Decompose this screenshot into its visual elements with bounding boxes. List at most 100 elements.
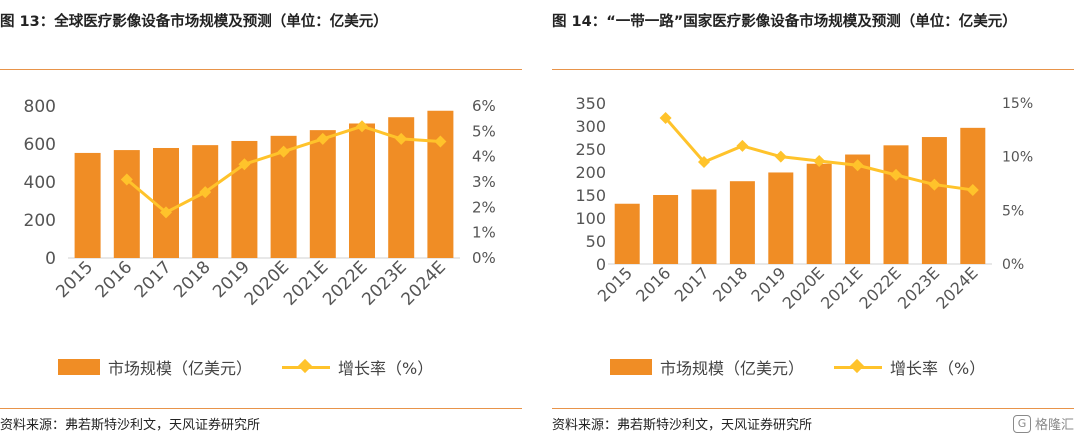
growth-rate-point [160, 206, 172, 219]
bar [349, 123, 375, 258]
x-tick-label: 2023E [894, 263, 943, 312]
x-tick-label: 2024E [398, 257, 450, 309]
bar [921, 137, 947, 264]
growth-rate-point [698, 156, 710, 169]
x-tick-label: 2017 [131, 257, 176, 302]
legend: 市场规模（亿美元） 增长率（%） [610, 355, 1015, 379]
growth-rate-point [774, 150, 787, 163]
y-tick-left: 800 [24, 97, 56, 117]
legend-item-line: 增长率（%） [834, 355, 985, 379]
bar [427, 110, 454, 258]
x-tick-label: 2018 [170, 257, 215, 302]
growth-rate-point [659, 112, 672, 125]
growth-rate-point [736, 139, 749, 152]
y-tick-left: 150 [575, 186, 606, 205]
legend-label-bar: 市场规模（亿美元） [660, 359, 805, 378]
divider-top [552, 69, 1074, 70]
growth-rate-point [316, 132, 329, 145]
chart-svg: 02004006008000%1%2%3%4%5%6%2015201620172… [24, 97, 496, 310]
y-tick-left: 100 [575, 209, 606, 228]
divider-bottom [552, 408, 1074, 409]
bar [768, 172, 794, 264]
bar [309, 130, 336, 258]
growth-rate-point [928, 178, 941, 191]
y-tick-left: 350 [575, 94, 606, 113]
bar [845, 154, 871, 264]
divider-bottom [0, 408, 522, 409]
growth-rate-point [434, 135, 447, 148]
x-tick-label: 2020E [779, 263, 828, 312]
legend-label-line: 增长率（%） [890, 359, 986, 378]
source-note: 资料来源：弗若斯特沙利文，天风证券研究所 [552, 418, 813, 433]
y-tick-left: 0 [596, 255, 606, 274]
growth-rate-point [851, 159, 864, 172]
growth-rate-point [890, 168, 902, 181]
growth-rate-point [813, 154, 826, 167]
y-tick-left: 200 [24, 211, 56, 231]
y-tick-left: 400 [24, 173, 56, 193]
y-tick-right: 6% [472, 97, 496, 115]
x-tick-label: 2016 [632, 263, 674, 305]
y-tick-left: 50 [586, 232, 606, 251]
watermark-logo-icon: G [1012, 414, 1031, 433]
bar [153, 147, 179, 258]
divider-top [0, 69, 522, 70]
y-tick-left: 0 [45, 249, 56, 269]
bar [883, 145, 909, 264]
watermark-text: 格隆汇 [1034, 418, 1074, 433]
bar [192, 145, 219, 258]
x-tick-label: 2022E [855, 263, 904, 312]
y-tick-right: 3% [472, 173, 496, 191]
legend-label-bar: 市场规模（亿美元） [108, 359, 253, 378]
y-tick-right: 0% [472, 249, 496, 267]
y-tick-right: 2% [472, 198, 496, 216]
growth-rate-point [966, 183, 979, 196]
legend-swatch-bar [58, 359, 100, 375]
chart-title: 图 14：“一带一路”国家医疗影像设备市场规模及预测（单位：亿美元） [552, 14, 1017, 30]
y-tick-left: 200 [575, 163, 606, 182]
bar [653, 195, 679, 264]
legend-item-bar: 市场规模（亿美元） [58, 355, 252, 379]
y-tick-right: 15% [1002, 96, 1033, 112]
x-tick-label: 2017 [671, 263, 713, 305]
x-tick-label: 2024E [932, 263, 981, 312]
x-tick-label: 2021E [817, 263, 866, 312]
y-tick-right: 5% [472, 122, 496, 140]
chart-panel-left: 图 13：全球医疗影像设备市场规模及预测（单位：亿美元） 0 200 400 600 8… [0, 0, 522, 443]
source-note: 资料来源：弗若斯特沙利文，天风证券研究所 [0, 418, 261, 433]
growth-rate-point [120, 173, 133, 186]
y-tick-right: 0% [1002, 257, 1024, 273]
y-tick-right: 10% [1002, 150, 1033, 166]
legend-item-line: 增长率（%） [282, 355, 433, 379]
chart-svg: 0501001502002503003500%5%10%15%201520162… [575, 94, 1033, 313]
legend-swatch-bar [610, 359, 652, 375]
bar [74, 152, 101, 258]
y-tick-right: 4% [472, 148, 496, 166]
bar [806, 163, 832, 264]
legend-swatch-line [282, 359, 331, 375]
chart-panel-right: 图 14：“一带一路”国家医疗影像设备市场规模及预测（单位：亿美元） 0 50 10… [552, 0, 1074, 443]
growth-rate-point [277, 145, 290, 158]
bar [614, 203, 640, 264]
legend: 市场规模（亿美元） 增长率（%） [58, 355, 463, 379]
y-tick-left: 250 [575, 140, 606, 159]
growth-rate-point [395, 132, 408, 145]
growth-rate-point [238, 158, 251, 171]
x-tick-label: 2018 [709, 263, 751, 305]
watermark: G 格隆汇 [1012, 414, 1074, 433]
x-tick-label: 2016 [92, 257, 137, 302]
legend-item-bar: 市场规模（亿美元） [610, 355, 804, 379]
growth-rate-point [356, 120, 368, 133]
bar [691, 189, 717, 264]
bar [729, 181, 755, 264]
y-tick-left: 300 [575, 117, 606, 136]
legend-swatch-line [834, 359, 883, 375]
y-tick-right: 5% [1002, 203, 1024, 219]
legend-label-line: 增长率（%） [338, 359, 434, 378]
y-tick-left: 600 [24, 135, 56, 155]
growth-rate-point [199, 186, 212, 199]
chart-title: 图 13：全球医疗影像设备市场规模及预测（单位：亿美元） [0, 14, 388, 30]
bar [113, 150, 140, 258]
y-tick-right: 1% [472, 224, 496, 242]
x-tick-label: 2015 [52, 257, 97, 302]
